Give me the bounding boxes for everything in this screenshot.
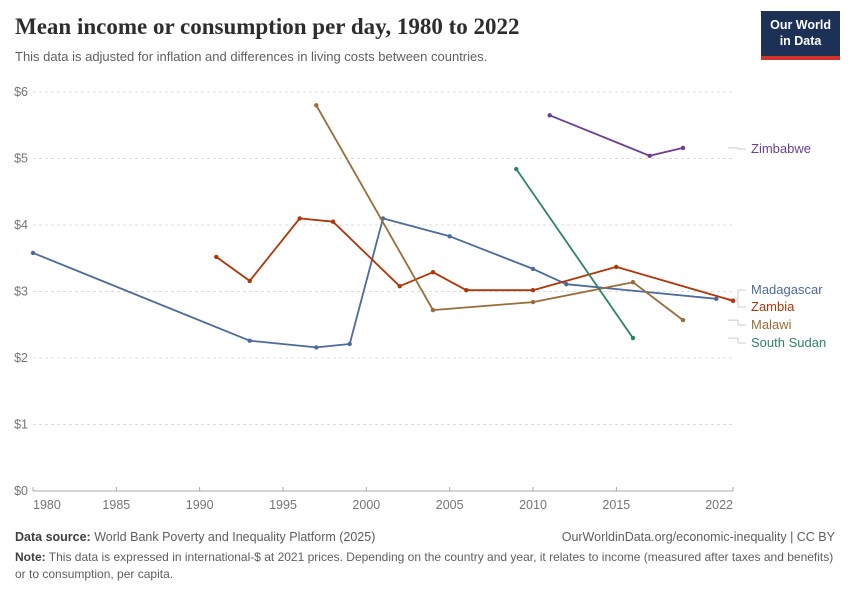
note-text: This data is expressed in international-… [15, 550, 834, 582]
data-point-zambia[interactable] [430, 270, 436, 275]
y-tick-label: $2 [14, 351, 28, 365]
data-point-madagascar[interactable] [247, 338, 252, 343]
data-point-zambia[interactable] [297, 216, 302, 221]
data-point-zambia[interactable] [247, 278, 252, 284]
label-connector [728, 319, 746, 326]
x-tick-label: 1985 [102, 498, 130, 512]
x-tick-label: 2010 [519, 498, 547, 512]
series-label-south-sudan[interactable]: South Sudan [751, 335, 826, 350]
data-point-zimbabwe[interactable] [680, 145, 686, 151]
data-point-madagascar[interactable] [530, 266, 536, 272]
y-tick-label: $6 [14, 85, 28, 99]
data-point-malawi[interactable] [430, 307, 436, 313]
chart-note: Note: This data is expressed in internat… [15, 549, 835, 584]
x-tick-label: 2022 [705, 498, 733, 512]
x-tick-label: 2000 [352, 498, 380, 512]
x-tick-label: 1995 [269, 498, 297, 512]
series-zambia: Zambia [214, 216, 795, 314]
series-malawi: Malawi [314, 103, 792, 332]
series-label-zambia[interactable]: Zambia [751, 299, 795, 314]
note-label: Note: [15, 550, 46, 564]
series-label-zimbabwe[interactable]: Zimbabwe [751, 141, 811, 156]
y-tick-label: $4 [14, 218, 28, 232]
line-madagascar[interactable] [32, 217, 717, 349]
data-point-madagascar[interactable] [347, 341, 352, 347]
data-point-madagascar[interactable] [447, 234, 452, 239]
data-point-zambia[interactable] [614, 264, 619, 270]
y-tick-label: $5 [14, 152, 28, 166]
data-point-madagascar[interactable] [314, 345, 319, 350]
attribution-link[interactable]: OurWorldinData.org/economic-inequality |… [561, 530, 835, 544]
series-madagascar: Madagascar [30, 216, 823, 350]
data-point-zambia[interactable] [330, 219, 336, 224]
data-point-south-sudan[interactable] [630, 335, 636, 341]
x-tick-label: 2015 [602, 498, 630, 512]
label-connector [728, 337, 746, 344]
series-south-sudan: South Sudan [514, 166, 826, 350]
owid-logo-line2: in Data [779, 34, 822, 49]
y-tick-label: $3 [14, 285, 28, 299]
owid-logo-line1: Our World [770, 18, 831, 32]
data-point-south-sudan[interactable] [514, 166, 519, 172]
chart-header: Mean income or consumption per day, 1980… [15, 14, 735, 64]
label-connector [728, 300, 746, 308]
series-zimbabwe: Zimbabwe [547, 113, 811, 158]
data-point-zimbabwe[interactable] [547, 113, 552, 118]
data-source-label: Data source: [15, 530, 91, 544]
line-zimbabwe[interactable] [549, 114, 684, 157]
data-point-malawi[interactable] [680, 317, 686, 323]
y-tick-label: $0 [14, 484, 28, 498]
data-point-zimbabwe[interactable] [647, 153, 652, 158]
data-point-zambia[interactable] [464, 288, 469, 293]
data-point-madagascar[interactable] [564, 282, 569, 287]
chart-footer: Data source: World Bank Poverty and Ineq… [15, 530, 835, 584]
data-point-madagascar[interactable] [30, 250, 36, 256]
data-point-madagascar[interactable] [714, 296, 719, 301]
series-label-malawi[interactable]: Malawi [751, 317, 792, 332]
chart-subtitle: This data is adjusted for inflation and … [15, 49, 488, 64]
line-south-sudan[interactable] [515, 168, 634, 339]
data-point-zambia[interactable] [730, 298, 736, 303]
data-source-text[interactable]: World Bank Poverty and Inequality Platfo… [94, 530, 376, 544]
line-zambia[interactable] [215, 217, 734, 302]
x-tick-label: 1980 [33, 498, 61, 512]
series-label-madagascar[interactable]: Madagascar [751, 282, 823, 297]
chart-title: Mean income or consumption per day, 1980… [15, 14, 520, 39]
data-point-malawi[interactable] [314, 103, 319, 108]
data-point-zambia[interactable] [214, 254, 219, 260]
x-tick-label: 1990 [186, 498, 214, 512]
x-tick-label: 2005 [436, 498, 464, 512]
label-connector [728, 147, 746, 150]
owid-logo[interactable]: Our World in Data [761, 11, 840, 60]
data-source: Data source: World Bank Poverty and Ineq… [15, 530, 375, 544]
data-point-zambia[interactable] [397, 284, 402, 289]
line-malawi[interactable] [315, 104, 684, 321]
data-point-malawi[interactable] [630, 280, 636, 285]
y-tick-label: $1 [14, 418, 28, 432]
line-chart-plot: $0 $1 $2 $3 $4 $5 $6 1980 1985 1990 1995 2000 2005 20… [14, 85, 826, 512]
data-point-malawi[interactable] [530, 299, 536, 305]
data-point-zambia[interactable] [530, 288, 536, 293]
